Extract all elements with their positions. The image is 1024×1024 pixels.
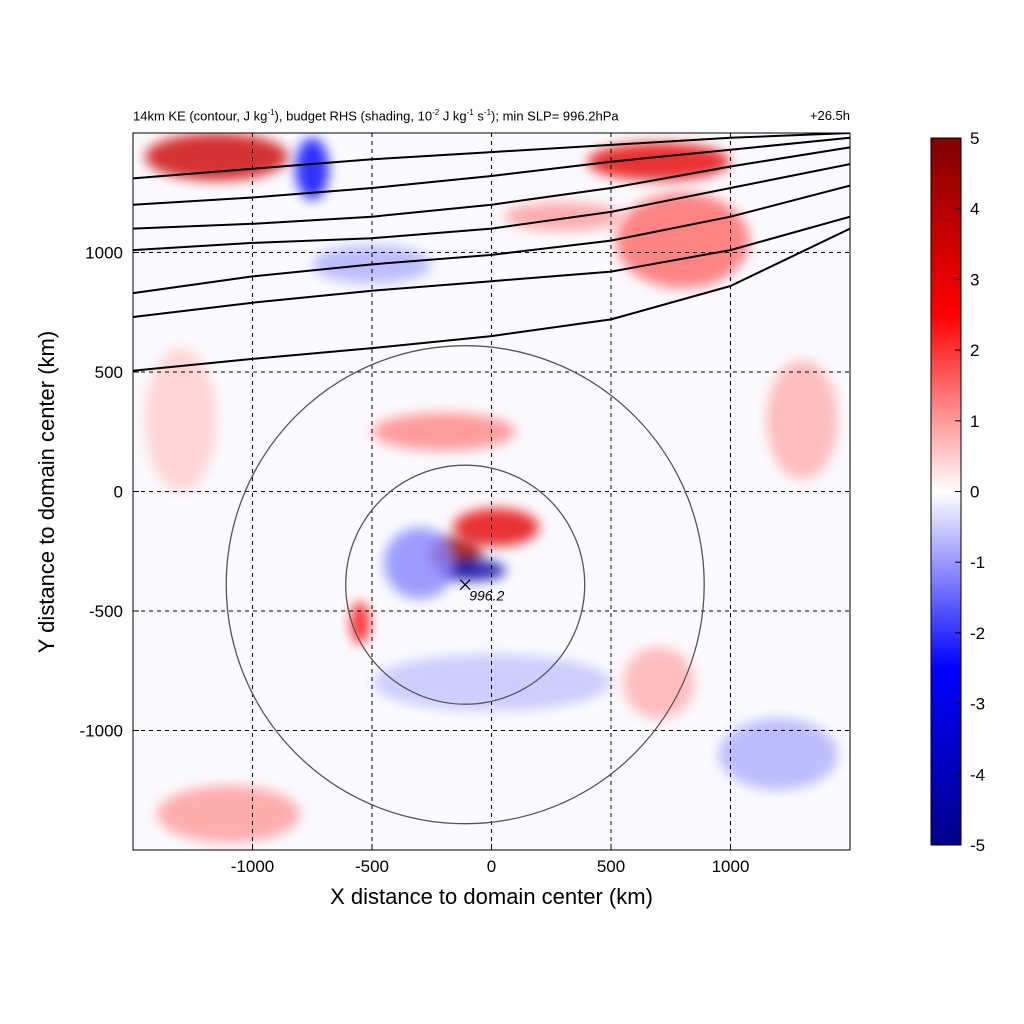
y-axis-ticks: 1000 500 0 -500 -1000 — [80, 244, 139, 741]
x-axis-label: X distance to domain center (km) — [330, 884, 653, 909]
ke-contour-line — [133, 227, 850, 372]
colorbar: 5 4 3 2 1 0 -1 -2 -3 -4 -5 — [930, 129, 985, 855]
colorbar-tick-label: 4 — [970, 200, 979, 219]
ke-contour-line — [133, 215, 850, 318]
x-tick-label: 0 — [487, 857, 496, 876]
y-tick-label: 0 — [114, 483, 123, 502]
ke-contour-line — [133, 136, 850, 206]
colorbar-tick-label: 2 — [970, 341, 979, 360]
y-axis-label: Y distance to domain center (km) — [34, 330, 59, 654]
y-tick-label: -1000 — [80, 722, 123, 741]
shading-blob — [156, 785, 301, 843]
x-tick-label: 1000 — [712, 857, 750, 876]
shading-blob — [144, 348, 217, 492]
range-ring — [345, 464, 586, 705]
x-tick-label: -500 — [355, 857, 389, 876]
colorbar-tick-label: -4 — [970, 765, 985, 784]
colorbar-tick-label: 5 — [970, 129, 979, 148]
shading-blob — [453, 508, 540, 547]
ke-contour-line — [133, 133, 850, 180]
plot-title-right: +26.5h — [809, 108, 850, 123]
colorbar-tick-label: 3 — [970, 270, 979, 289]
colorbar-tick-label: -2 — [970, 624, 985, 643]
y-tick-label: -500 — [89, 602, 123, 621]
plot-title-left: 14km KE (contour, J kg-1), budget RHS (s… — [133, 108, 619, 124]
shading-blob — [295, 137, 329, 200]
shading-blob — [587, 142, 731, 181]
shading-blob — [350, 601, 370, 645]
min-slp-label: 996.2 — [469, 588, 504, 604]
plot-area: 996.2 -1000 -500 0 500 1000 10005000-500-100… — [80, 132, 851, 876]
shading-blob — [383, 527, 456, 600]
ke-contour-line — [133, 184, 850, 295]
shading-blob — [372, 412, 516, 451]
shading-blob — [503, 202, 623, 231]
colorbar-tick-label: -3 — [970, 695, 985, 714]
x-tick-label: -1000 — [231, 857, 274, 876]
shading-blob — [144, 133, 289, 181]
y-tick-label: 500 — [95, 363, 123, 382]
range-rings — [225, 345, 705, 825]
colorbar-tick-label: 1 — [970, 412, 979, 431]
shading-blob — [766, 360, 839, 480]
ke-contours — [133, 133, 850, 372]
shading-blob — [438, 559, 506, 582]
colorbar-tick-label: -5 — [970, 836, 985, 855]
ke-contour-line — [133, 146, 850, 230]
range-ring — [225, 345, 705, 825]
colorbar-tick-label: -1 — [970, 553, 985, 572]
marker-cross-b — [459, 579, 471, 591]
y-tick-label: 1000 — [85, 244, 123, 263]
shading-blob — [718, 718, 839, 791]
ke-contour-line — [133, 163, 850, 252]
shading-layer — [144, 133, 839, 843]
min-slp-marker: 996.2 — [459, 579, 504, 604]
colorbar-tick-label: 0 — [970, 483, 979, 502]
shading-blob — [622, 646, 695, 719]
x-axis-ticks: -1000 -500 0 500 1000 — [231, 844, 750, 876]
colorbar-ticks: 5 4 3 2 1 0 -1 -2 -3 -4 -5 — [955, 129, 985, 855]
x-tick-label: 500 — [597, 857, 625, 876]
